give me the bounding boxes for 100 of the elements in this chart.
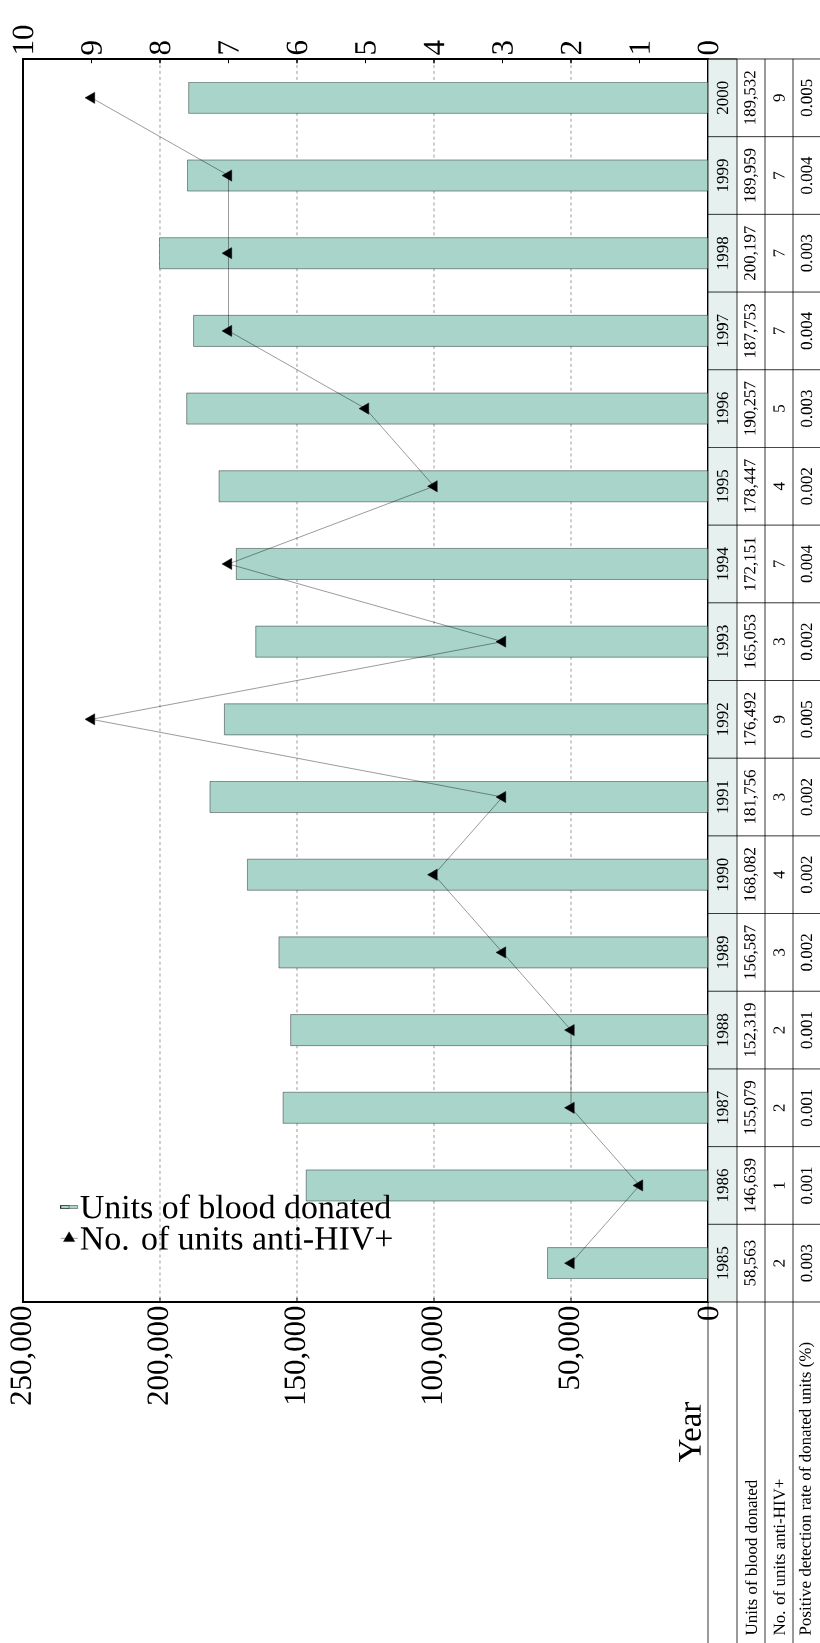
bar bbox=[247, 858, 709, 891]
data-label: 190,257 bbox=[744, 381, 758, 435]
bar bbox=[188, 82, 709, 114]
point bbox=[84, 713, 95, 726]
x-tick-label: 200,000 bbox=[147, 1306, 173, 1405]
data-label: 181,756 bbox=[744, 770, 758, 824]
point bbox=[427, 868, 438, 881]
data-label: 189,532 bbox=[744, 71, 758, 124]
data-label: 3 bbox=[773, 638, 785, 646]
bar bbox=[186, 392, 709, 425]
y-tick-label: 1992 bbox=[716, 703, 729, 735]
data-label: 7 bbox=[773, 249, 785, 257]
x2-tick-label: 2 bbox=[560, 41, 582, 55]
point bbox=[564, 1257, 575, 1269]
point bbox=[564, 1101, 575, 1114]
point bbox=[221, 247, 232, 260]
data-label: 7 bbox=[773, 327, 785, 335]
text: 0.002 bbox=[800, 778, 813, 816]
y-tick-label: 1991 bbox=[716, 781, 729, 813]
bar bbox=[209, 781, 709, 813]
text: Positive detection rate of donated units (%) bbox=[798, 1342, 815, 1635]
data-label: 189,959 bbox=[744, 148, 758, 202]
x-tick-label: 50,000 bbox=[558, 1306, 584, 1389]
text: Units of blood donated bbox=[744, 1479, 758, 1636]
data-label: 2 bbox=[773, 1259, 785, 1267]
point bbox=[221, 325, 232, 337]
point bbox=[564, 1024, 575, 1036]
data-label: 187,753 bbox=[744, 304, 758, 357]
y-tick-label: 1999 bbox=[716, 159, 729, 191]
bar bbox=[193, 315, 709, 347]
point bbox=[358, 402, 369, 415]
text: 0.001 bbox=[800, 1012, 813, 1049]
x-tick-label: 250,000 bbox=[10, 1306, 36, 1405]
text: 0.003 bbox=[800, 1244, 813, 1282]
legend-label: Units of blood donated bbox=[80, 1194, 391, 1219]
text: No. of units anti-HIV+ bbox=[772, 1479, 786, 1635]
data-label: 146,639 bbox=[744, 1158, 758, 1212]
data-label: 1 bbox=[773, 1182, 785, 1189]
text: 0.002 bbox=[800, 856, 813, 894]
x2-tick-label: 10 bbox=[12, 25, 34, 53]
text: 0.004 bbox=[800, 156, 813, 194]
bar bbox=[547, 1247, 709, 1279]
point bbox=[632, 1179, 643, 1192]
y-tick-label: 1986 bbox=[716, 1169, 729, 1201]
text: 0.001 bbox=[800, 1089, 813, 1127]
legend-label: No. of units anti-HIV+ bbox=[80, 1225, 392, 1251]
data-label: 7 bbox=[773, 171, 785, 179]
y-tick-label: 1993 bbox=[716, 625, 729, 658]
text: 0.004 bbox=[800, 545, 813, 583]
x2-tick-label: 0 bbox=[697, 41, 719, 55]
x2-tick-label: 6 bbox=[286, 40, 308, 55]
data-label: 152,319 bbox=[744, 1003, 758, 1057]
data-label: 4 bbox=[773, 870, 785, 879]
data-label: 3 bbox=[773, 948, 785, 956]
y-tick-label: 1994 bbox=[716, 547, 729, 580]
y-tick-label: 1987 bbox=[716, 1091, 729, 1124]
x2-tick-label: 8 bbox=[149, 41, 171, 55]
bar bbox=[159, 237, 709, 269]
bar bbox=[278, 936, 709, 969]
point bbox=[427, 480, 438, 493]
y-tick-label: 1995 bbox=[716, 469, 729, 502]
x-tick-label: 150,000 bbox=[284, 1306, 310, 1404]
data-label: 165,053 bbox=[744, 614, 758, 668]
data-label: 4 bbox=[773, 482, 785, 491]
point bbox=[221, 558, 232, 570]
point bbox=[221, 169, 232, 182]
data-label: 2 bbox=[773, 1026, 785, 1034]
y-tick-label: 1989 bbox=[716, 936, 729, 968]
data-label: 176,492 bbox=[744, 692, 758, 746]
x-tick-label: 100,000 bbox=[421, 1306, 447, 1404]
y-tick-label: 1988 bbox=[716, 1013, 729, 1046]
bar bbox=[255, 625, 709, 658]
text: 0.005 bbox=[800, 700, 813, 738]
y-tick-label: 1998 bbox=[716, 236, 729, 269]
text: 0.003 bbox=[800, 234, 813, 272]
data-label: 3 bbox=[773, 793, 785, 801]
text: 0.005 bbox=[800, 79, 813, 117]
data-label: 58,563 bbox=[744, 1240, 758, 1286]
data-label: 7 bbox=[773, 560, 785, 568]
text: 0.001 bbox=[800, 1167, 813, 1204]
x2-tick-label: 9 bbox=[81, 41, 102, 55]
point bbox=[84, 92, 95, 104]
x2-tick-label: 7 bbox=[218, 40, 239, 54]
text: 0.004 bbox=[800, 312, 813, 350]
data-label: 172,151 bbox=[744, 537, 758, 590]
data-label: 2 bbox=[773, 1104, 785, 1112]
data-label: 178,447 bbox=[744, 459, 758, 513]
x-tick-label: 0 bbox=[697, 1306, 719, 1320]
bar bbox=[187, 159, 709, 192]
y-tick-label: 1985 bbox=[716, 1246, 729, 1279]
text: 0.002 bbox=[800, 934, 813, 971]
data-label: 9 bbox=[773, 715, 785, 724]
x2-tick-label: 5 bbox=[355, 41, 376, 54]
point bbox=[495, 791, 506, 803]
point bbox=[495, 946, 506, 959]
data-label: 156,587 bbox=[744, 925, 758, 979]
data-label: 155,079 bbox=[744, 1080, 758, 1134]
bar bbox=[218, 470, 709, 503]
y-tick-label: 1996 bbox=[716, 392, 729, 425]
point bbox=[495, 635, 506, 648]
